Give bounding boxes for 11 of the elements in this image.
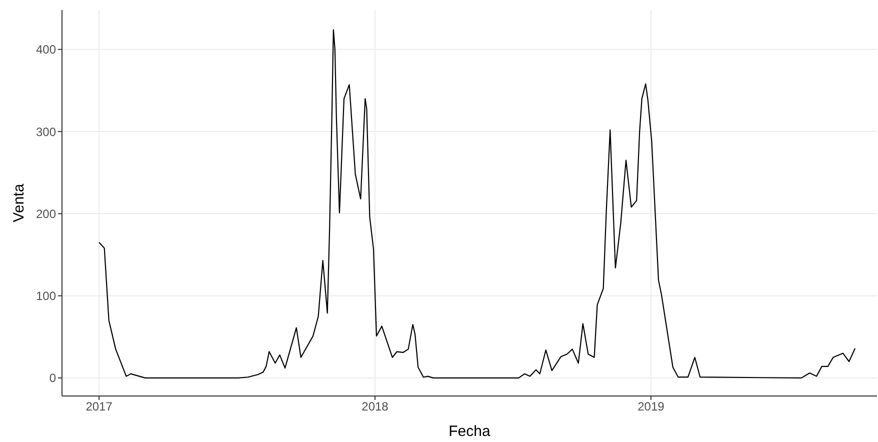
x-tick-label: 2019 <box>638 400 665 414</box>
y-axis-title: Venta <box>10 183 28 222</box>
y-tick-label: 300 <box>36 124 56 139</box>
x-tick-label: 2018 <box>362 400 389 414</box>
x-tick-label: 2017 <box>86 400 113 414</box>
y-tick-label: 400 <box>36 42 56 57</box>
y-tick-label: 200 <box>36 206 56 221</box>
line-series <box>98 29 856 378</box>
y-tick-label: 100 <box>36 289 56 304</box>
x-axis-title: Fecha <box>448 423 491 440</box>
y-tick-label: 0 <box>49 371 56 386</box>
